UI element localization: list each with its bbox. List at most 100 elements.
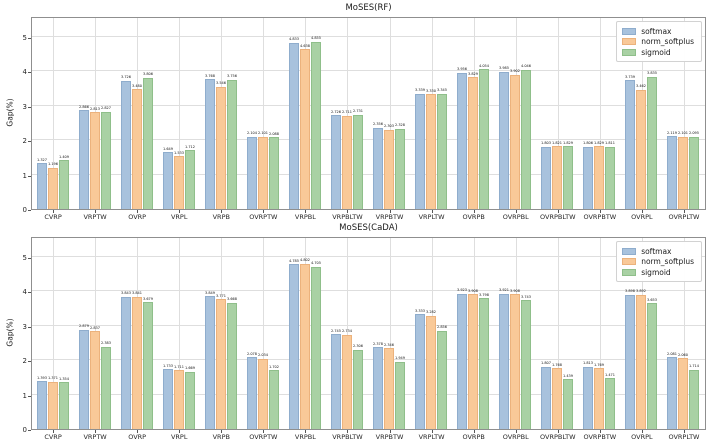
- legend-label: sigmoid: [641, 47, 671, 57]
- bar-softmax: [499, 71, 510, 209]
- x-tick-mark: [95, 210, 97, 213]
- bar-value-label: 2.734: [341, 329, 352, 334]
- bar-value-label: 3.546: [215, 81, 226, 86]
- bar-sigmoid: [100, 346, 111, 429]
- bar-softmax: [120, 296, 131, 429]
- bar-value-label: 1.733: [162, 363, 173, 368]
- x-tick-mark: [137, 430, 139, 433]
- bar-value-label: 3.480: [131, 83, 142, 88]
- bar-softmax: [330, 115, 341, 209]
- bar-norm_softplus: [299, 49, 310, 209]
- bar-value-label: 1.803: [541, 141, 552, 146]
- legend: softmax norm_softplus sigmoid: [616, 241, 702, 282]
- x-tick-mark: [599, 430, 601, 433]
- bar-value-label: 3.756: [226, 74, 237, 79]
- bar-value-label: 3.333: [415, 308, 426, 313]
- bar-norm_softplus: [384, 348, 395, 429]
- bar-value-label: 3.462: [636, 84, 647, 89]
- x-tick-mark: [599, 210, 601, 213]
- bar-softmax: [499, 293, 510, 429]
- bar-value-label: 1.409: [58, 154, 69, 159]
- bar-value-label: 3.898: [625, 289, 636, 294]
- bar-value-label: 3.892: [636, 289, 647, 294]
- bar-sigmoid: [395, 361, 406, 429]
- x-tick-label: OVRPL: [631, 213, 653, 221]
- bar-softmax: [457, 72, 468, 209]
- gridline-vertical: [347, 18, 349, 209]
- gridline-horizontal: [32, 139, 705, 141]
- x-tick-label: VRPB: [212, 433, 230, 441]
- gridline-vertical: [389, 18, 391, 209]
- bar-value-label: 2.383: [100, 341, 111, 346]
- bar-value-label: 1.811: [605, 141, 616, 146]
- bar-value-label: 2.346: [384, 342, 395, 347]
- y-tick-label: 2: [22, 357, 27, 366]
- x-tick-label: CVRP: [44, 433, 62, 441]
- bar-softmax: [36, 381, 47, 429]
- bar-sigmoid: [437, 93, 448, 209]
- x-tick-mark: [263, 210, 265, 213]
- bar-value-label: 4.785: [288, 258, 299, 263]
- bar-norm_softplus: [594, 368, 605, 429]
- bar-norm_softplus: [47, 381, 58, 429]
- bar-value-label: 3.739: [625, 74, 636, 79]
- bar-value-label: 1.813: [583, 360, 594, 366]
- gridline-vertical: [557, 238, 559, 429]
- bar-value-label: 2.060: [678, 352, 689, 357]
- y-tick-label: 0: [22, 206, 27, 214]
- bar-norm_softplus: [257, 136, 268, 209]
- bar-value-label: 1.327: [36, 157, 47, 162]
- x-tick-label: VRPBTW: [375, 433, 404, 441]
- bar-sigmoid: [142, 302, 153, 429]
- bar-norm_softplus: [299, 263, 310, 429]
- bar-norm_softplus: [47, 167, 58, 209]
- legend-swatch-icon: [622, 268, 637, 276]
- bar-softmax: [288, 42, 299, 209]
- bar-value-label: 2.081: [667, 351, 678, 356]
- bar-value-label: 1.768: [552, 362, 563, 367]
- bar-softmax: [415, 93, 426, 209]
- y-tick-label: 2: [22, 137, 27, 146]
- x-tick-label: OVRPTW: [249, 433, 278, 441]
- y-tick-label: 3: [22, 102, 27, 111]
- bar-value-label: 3.921: [499, 288, 510, 293]
- bar-value-label: 1.371: [47, 376, 58, 381]
- gridline-horizontal: [32, 393, 705, 395]
- bar-value-label: 4.705: [310, 261, 321, 266]
- bar-softmax: [78, 110, 89, 209]
- bar-sigmoid: [58, 382, 69, 429]
- bar-softmax: [667, 136, 678, 209]
- bar-softmax: [246, 136, 257, 209]
- bar-value-label: 1.711: [173, 364, 184, 369]
- x-tick-label: VRPBLTW: [332, 213, 363, 221]
- bar-value-label: 1.439: [563, 373, 574, 378]
- bar-value-label: 1.393: [36, 375, 47, 380]
- bar-norm_softplus: [131, 89, 142, 209]
- bar-sigmoid: [184, 371, 195, 429]
- y-tick-label: 0: [22, 426, 27, 434]
- bar-softmax: [120, 80, 131, 209]
- bar-softmax: [541, 366, 552, 429]
- x-tick-label: VRPB: [212, 213, 230, 221]
- bar-value-label: 3.653: [647, 297, 658, 302]
- bar-sigmoid: [689, 369, 700, 429]
- bar-norm_softplus: [468, 77, 479, 209]
- bar-value-label: 2.356: [373, 122, 384, 127]
- y-tick-mark: [28, 326, 31, 328]
- legend-entry: norm_softplus: [622, 257, 694, 266]
- gridline-vertical: [53, 18, 55, 209]
- bar-value-label: 4.833: [288, 36, 299, 42]
- bar-value-label: 3.798: [479, 292, 490, 297]
- bar-value-label: 1.354: [58, 376, 69, 381]
- bar-sigmoid: [605, 146, 616, 209]
- x-tick-label: OVRPLTW: [668, 213, 700, 221]
- bar-softmax: [541, 146, 552, 209]
- bar-value-label: 2.856: [437, 325, 448, 330]
- x-tick-mark: [431, 430, 433, 433]
- x-tick-mark: [515, 210, 517, 213]
- x-tick-mark: [473, 210, 475, 213]
- bar-value-label: 3.849: [204, 290, 215, 295]
- bar-norm_softplus: [552, 368, 563, 429]
- bar-value-label: 3.829: [468, 71, 479, 76]
- bar-value-label: 3.923: [457, 288, 468, 293]
